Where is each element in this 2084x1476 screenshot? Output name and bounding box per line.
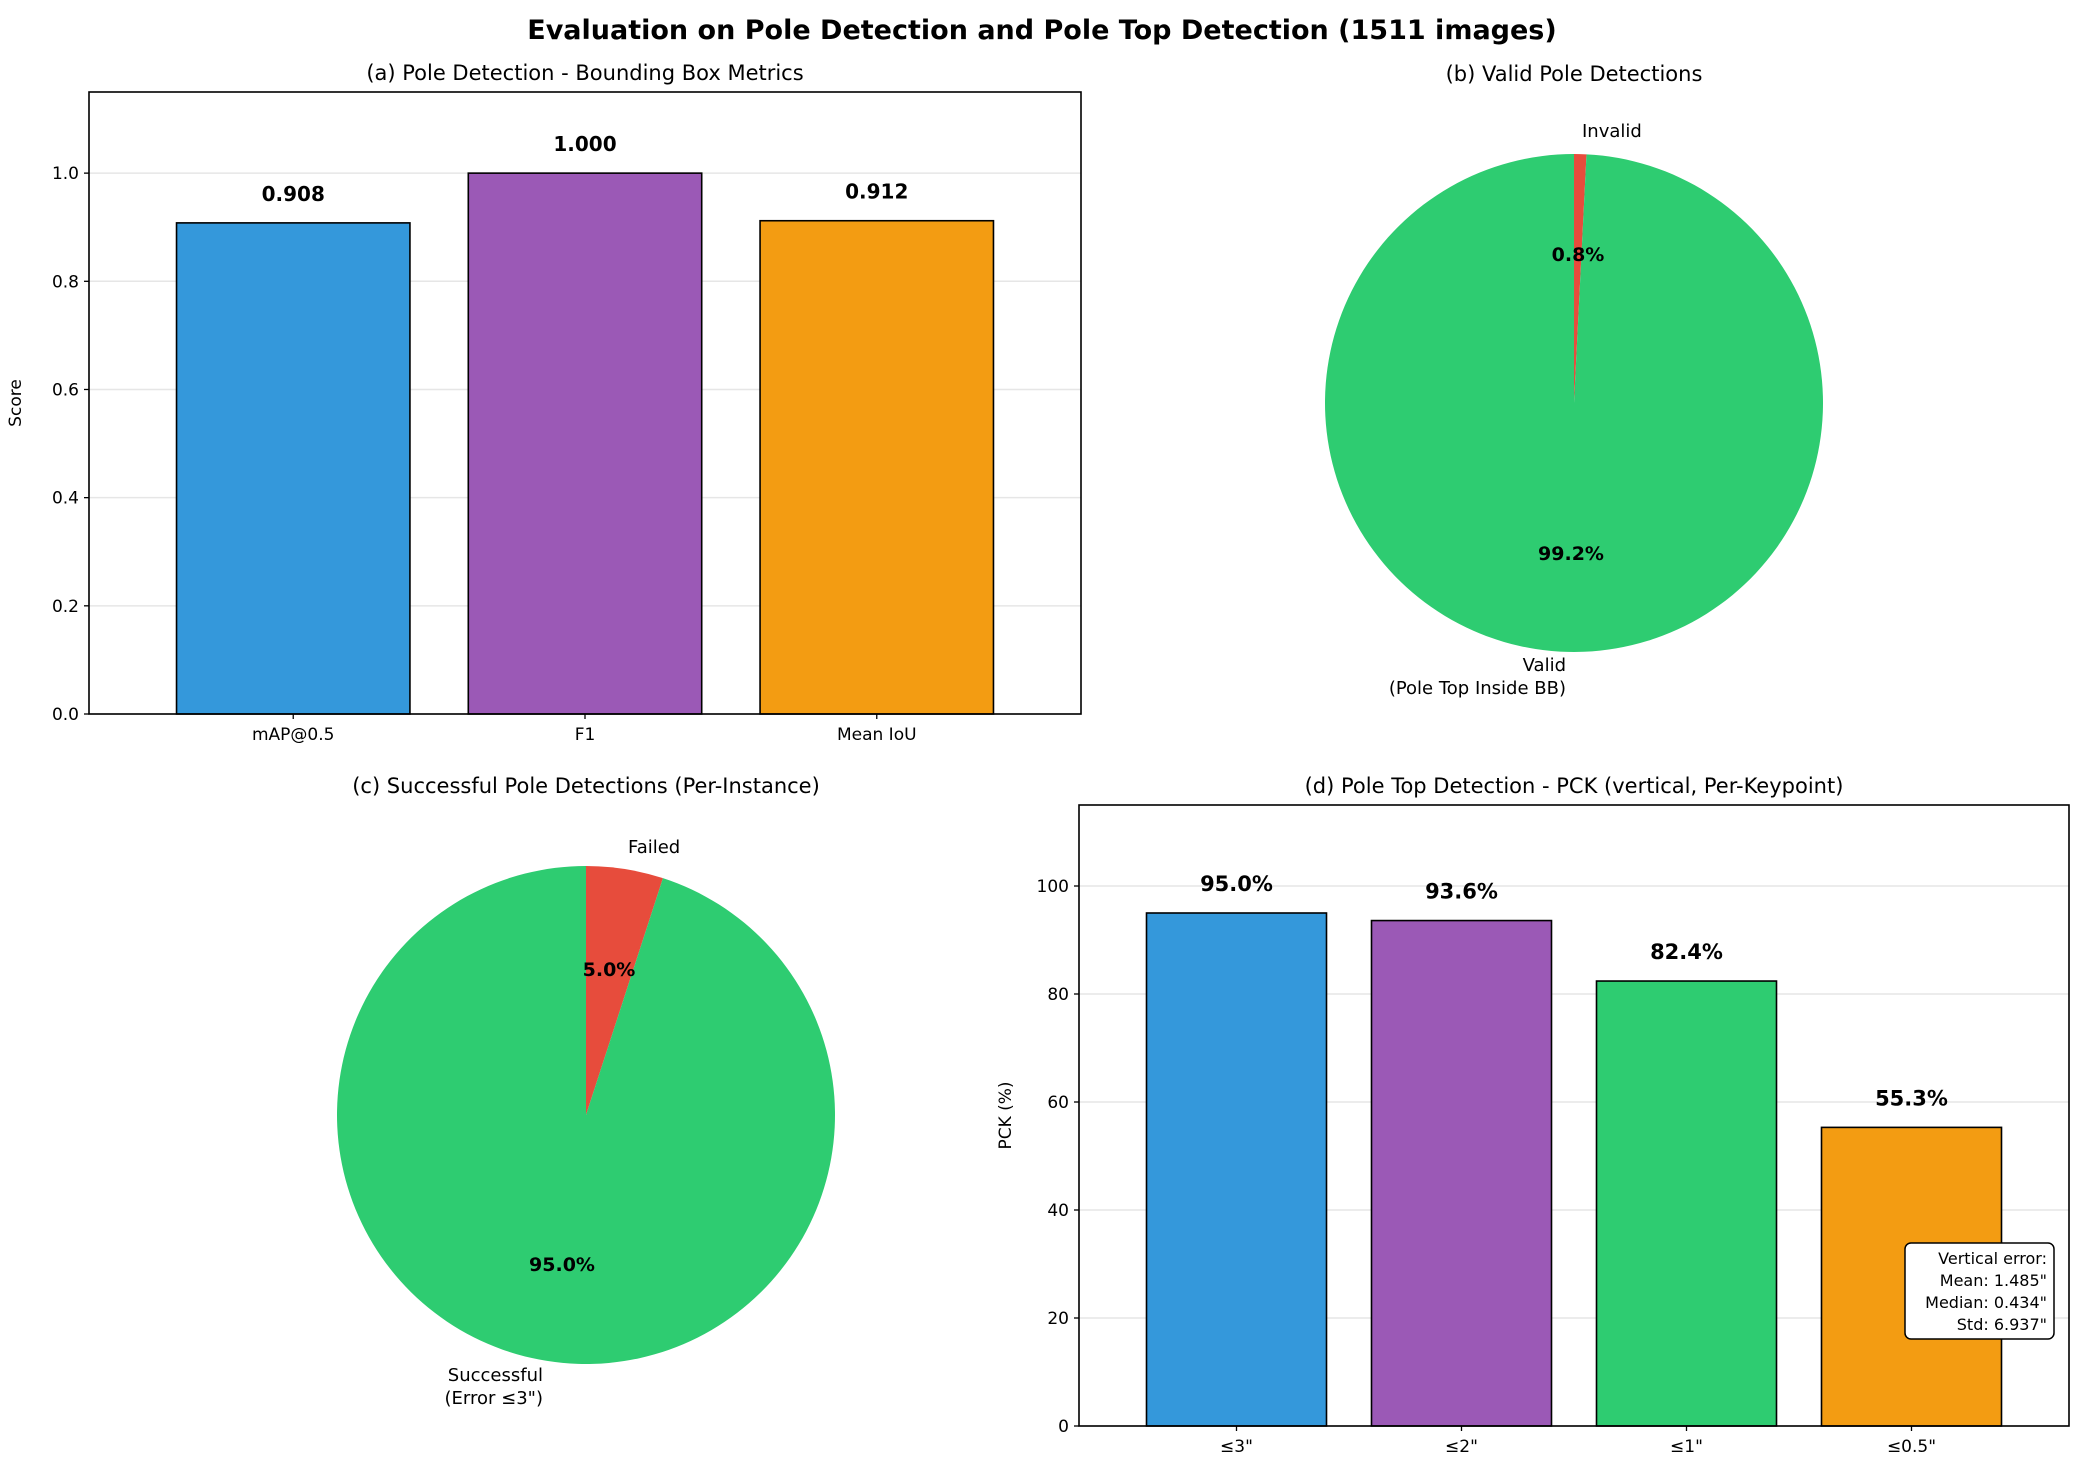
y-tick-label: 0.2 [52, 597, 79, 617]
bar [759, 219, 995, 715]
y-tick-label: 0.4 [52, 489, 79, 509]
x-tick-label: ≤3" [1220, 1437, 1253, 1457]
annotation-line: Mean: 1.485" [1940, 1271, 2047, 1290]
pie-label-line: Invalid [1582, 121, 1642, 142]
pie-label-line: Successful [448, 1365, 543, 1386]
bar [1145, 912, 1328, 1427]
pie-pct-label: 5.0% [583, 959, 636, 981]
pie-chart: (c) Successful Pole Detections (Per-Inst… [336, 774, 835, 1409]
x-tick-label: Mean IoU [837, 725, 917, 745]
bar-value-label: 1.000 [553, 132, 616, 156]
x-tick-label: ≤0.5" [1887, 1437, 1936, 1457]
bar [1370, 919, 1553, 1427]
figure-title: Evaluation on Pole Detection and Pole To… [527, 15, 1556, 46]
subplot-title: (a) Pole Detection - Bounding Box Metric… [366, 61, 803, 85]
pie-chart: (b) Valid Pole Detections Invalid 0.8% Vali… [1325, 62, 1823, 699]
y-axis-label: PCK (%) [996, 1081, 1016, 1149]
pie-label: Valid (Pole Top Inside BB) [1389, 655, 1566, 699]
bar-value-label: 0.912 [845, 180, 908, 204]
annotation-line: Vertical error: [1938, 1249, 2047, 1268]
annotation-line: Std: 6.937" [1957, 1315, 2047, 1334]
x-tick-label: F1 [575, 725, 596, 745]
axes-frame [88, 91, 1082, 715]
y-tick-label: 100 [1037, 877, 1069, 897]
annotation-line: Median: 0.434" [1925, 1293, 2047, 1312]
pie-label: Failed [628, 837, 680, 858]
pie-label-line: Failed [628, 837, 680, 858]
subplot-title: (b) Valid Pole Detections [1446, 62, 1703, 86]
pie-label-line: (Pole Top Inside BB) [1389, 678, 1566, 699]
pie-slice [336, 865, 835, 1364]
pie-label-line: (Error ≤3") [445, 1388, 543, 1409]
annotation-frame [1904, 1242, 2055, 1340]
pie-pct-label: 0.8% [1552, 244, 1605, 266]
bar-value-label: 82.4% [1650, 940, 1723, 964]
bar-value-label: 0.908 [262, 182, 325, 206]
bar-value-label: 55.3% [1875, 1086, 1948, 1110]
y-axis-label: Score [6, 379, 26, 427]
bar [1595, 980, 1778, 1427]
y-tick-label: 0.8 [52, 272, 79, 292]
pie-pct-label: 99.2% [1538, 543, 1604, 565]
bar-chart: (d) Pole Top Detection - PCK (vertical, … [996, 774, 2070, 1457]
x-tick-label: ≤1" [1670, 1437, 1703, 1457]
subplot-title: (d) Pole Top Detection - PCK (vertical, … [1305, 774, 1844, 798]
pie-pct-label: 95.0% [529, 1254, 595, 1276]
bar [467, 172, 703, 715]
y-tick-label: 40 [1047, 1201, 1069, 1221]
y-tick-label: 0 [1058, 1417, 1069, 1437]
bar-value-label: 93.6% [1425, 880, 1498, 904]
subplot-title: (c) Successful Pole Detections (Per-Inst… [352, 774, 820, 798]
y-tick-label: 80 [1047, 985, 1069, 1005]
pie-slice [1325, 154, 1823, 652]
bar-chart: (a) Pole Detection - Bounding Box Metric… [6, 61, 1082, 745]
y-tick-label: 60 [1047, 1093, 1069, 1113]
pie-label-line: Valid [1523, 655, 1566, 676]
pie-label: Invalid [1582, 121, 1642, 142]
y-tick-label: 0.0 [52, 705, 79, 725]
bar-value-label: 95.0% [1200, 872, 1273, 896]
pie-slice [1574, 154, 1587, 403]
axes-frame [1078, 804, 2070, 1427]
bar [175, 222, 411, 715]
pie-label: Successful (Error ≤3") [445, 1365, 543, 1409]
y-tick-label: 0.6 [52, 380, 79, 400]
stats-annotation-box: Vertical error: Mean: 1.485" Median: 0.434… [1904, 1242, 2055, 1340]
x-tick-label: mAP@0.5 [252, 725, 334, 745]
x-tick-label: ≤2" [1445, 1437, 1478, 1457]
pie-slice [586, 866, 663, 1115]
y-tick-label: 1.0 [52, 164, 79, 184]
y-tick-label: 20 [1047, 1309, 1069, 1329]
